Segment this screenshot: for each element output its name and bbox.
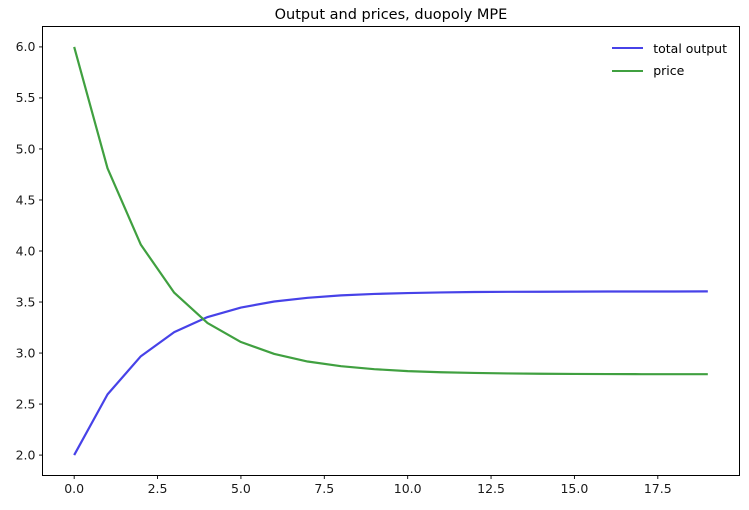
legend-item-total-output: total output <box>612 37 727 60</box>
legend-item-price: price <box>612 60 727 83</box>
y-tick-label: 4.0 <box>16 243 36 258</box>
y-tick-label: 6.0 <box>16 39 36 54</box>
y-tick-label: 5.0 <box>16 141 36 156</box>
legend-label-total-output: total output <box>653 40 727 56</box>
x-tick-label: 10.0 <box>394 481 422 496</box>
y-tick-label: 4.5 <box>16 192 36 207</box>
legend-label-price: price <box>653 63 685 79</box>
legend: total output price <box>612 37 727 82</box>
x-tick-label: 7.5 <box>314 481 334 496</box>
legend-line-total-output-icon <box>612 47 644 50</box>
x-tick-label: 15.0 <box>560 481 588 496</box>
legend-line-price-icon <box>612 69 644 72</box>
axes-frame <box>42 26 740 476</box>
series-line-total-output <box>73 290 708 456</box>
y-tick-label: 2.5 <box>16 396 36 411</box>
y-tick-label: 5.5 <box>16 90 36 105</box>
x-tick-label: 12.5 <box>477 481 505 496</box>
x-tick-label: 2.5 <box>148 481 168 496</box>
series-line-price <box>73 46 708 376</box>
y-tick-label: 2.0 <box>16 447 36 462</box>
x-tick-label: 5.0 <box>231 481 251 496</box>
y-tick-label: 3.5 <box>16 294 36 309</box>
y-tick-label: 3.0 <box>16 345 36 360</box>
x-tick-label: 0.0 <box>64 481 84 496</box>
x-tick-label: 17.5 <box>644 481 672 496</box>
chart-title: Output and prices, duopoly MPE <box>274 7 508 23</box>
